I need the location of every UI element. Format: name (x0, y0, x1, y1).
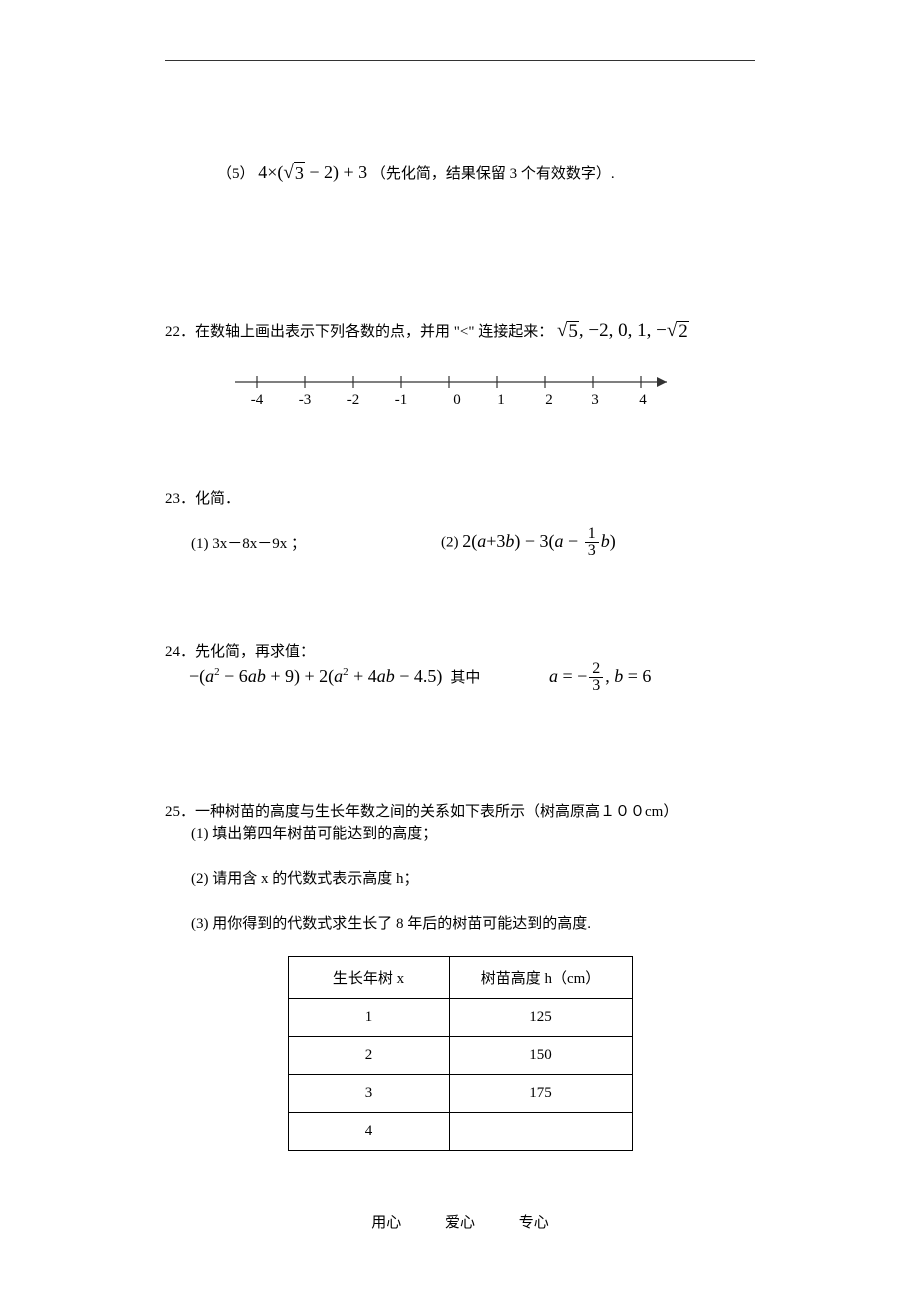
page: （5） 4×(3 − 2) + 3 （先化简，结果保留 3 个有效数字）. 22… (0, 0, 920, 1262)
table-row: 2 150 (288, 1037, 632, 1075)
tick-label: -4 (249, 392, 265, 409)
page-footer: 用心 爱心 专心 (165, 1211, 755, 1232)
question-23: 23．化简． (1) 3x－8x－9x ； (2) 2(a+3b) − 3(a … (165, 487, 755, 559)
tick-label: 0 (449, 392, 465, 409)
q24-heading: 24．先化简，再求值： (165, 640, 755, 661)
q23-label: 23． (165, 491, 195, 507)
q21p5-note: （先化简，结果保留 3 个有效数字）. (371, 166, 615, 182)
q24-expr: −(a2 − 6ab + 9) + 2(a2 + 4ab − 4.5) (189, 666, 442, 686)
table-cell: 2 (288, 1037, 449, 1075)
q25-intro: 一种树苗的高度与生长年数之间的关系如下表所示（树高原高１００cm） (195, 804, 678, 820)
tick-label: -1 (393, 392, 409, 409)
spacer (165, 585, 755, 640)
q25-part1: (1) 填出第四年树苗可能达到的高度； (165, 821, 755, 848)
table-row: 4 (288, 1113, 632, 1151)
q25-part3: (3) 用你得到的代数式求生长了 8 年后的树苗可能达到的高度. (165, 911, 755, 938)
q24-title: 先化简，再求值： (195, 644, 315, 660)
q22-line: 22．在数轴上画出表示下列各数的点，并用 "<" 连接起来： 5, −2, 0,… (165, 320, 755, 342)
q22-text: 在数轴上画出表示下列各数的点，并用 "<" 连接起来： (195, 324, 553, 340)
q23-b-label: (2) (441, 535, 459, 551)
q23-part1: (1) 3x－8x－9x ； (191, 532, 441, 553)
q25-table: 生长年树 x 树苗高度 h（cm） 1 125 2 150 3 175 4 (288, 956, 633, 1151)
tick-label: 4 (635, 392, 651, 409)
table-cell: 3 (288, 1075, 449, 1113)
q21p5-expression: 4×(3 − 2) + 3 (258, 162, 367, 182)
q24-expression-line: −(a2 − 6ab + 9) + 2(a2 + 4ab − 4.5) 其中 a … (165, 661, 755, 694)
tick-label: -2 (345, 392, 361, 409)
footer-word: 用心 (371, 1215, 401, 1231)
question-24: 24．先化简，再求值： −(a2 − 6ab + 9) + 2(a2 + 4ab… (165, 640, 755, 694)
footer-word: 专心 (519, 1215, 549, 1231)
q25-part2: (2) 请用含 x 的代数式表示高度 h； (165, 866, 755, 893)
question-22: 22．在数轴上画出表示下列各数的点，并用 "<" 连接起来： 5, −2, 0,… (165, 320, 755, 412)
spacer (165, 775, 755, 800)
q24-condition: a = −23, b = 6 (549, 666, 651, 686)
q23-a-label: (1) (191, 536, 209, 552)
q21p5-prefix: （5） (217, 166, 255, 182)
q24-where: 其中 (450, 670, 480, 686)
table-row: 1 125 (288, 999, 632, 1037)
spacer (165, 720, 755, 775)
q21p5-line: （5） 4×(3 − 2) + 3 （先化简，结果保留 3 个有效数字）. (165, 161, 755, 184)
q23-parts-row: (1) 3x－8x－9x ； (2) 2(a+3b) − 3(a − 13b) (165, 526, 755, 559)
spacer (165, 210, 755, 320)
q22-label: 22． (165, 324, 195, 340)
q23-a-expr: 3x－8x－9x ； (212, 536, 306, 552)
number-line: -4 -3 -2 -1 0 1 2 3 4 (225, 370, 695, 412)
table-cell: 125 (449, 999, 632, 1037)
table-row-header: 生长年树 x 树苗高度 h（cm） (288, 957, 632, 999)
table-cell: 150 (449, 1037, 632, 1075)
question-25: 25．一种树苗的高度与生长年数之间的关系如下表所示（树高原高１００cm） (1)… (165, 800, 755, 1151)
q23-b-expr: 2(a+3b) − 3(a − 13b) (462, 531, 615, 551)
tick-label: 2 (541, 392, 557, 409)
q23-title: 化简． (195, 491, 240, 507)
question-21-part5: （5） 4×(3 − 2) + 3 （先化简，结果保留 3 个有效数字）. (165, 161, 755, 184)
q23-heading: 23．化简． (165, 487, 755, 508)
footer-word: 爱心 (445, 1215, 475, 1231)
table-header-cell: 树苗高度 h（cm） (449, 957, 632, 999)
table-cell: 4 (288, 1113, 449, 1151)
q24-label: 24． (165, 644, 195, 660)
tick-label: 3 (587, 392, 603, 409)
table-header-cell: 生长年树 x (288, 957, 449, 999)
q25-label: 25． (165, 804, 195, 820)
q23-part2: (2) 2(a+3b) − 3(a − 13b) (441, 526, 616, 559)
table-row: 3 175 (288, 1075, 632, 1113)
tick-label: -3 (297, 392, 313, 409)
tick-label: 1 (493, 392, 509, 409)
top-horizontal-rule (165, 60, 755, 61)
q25-heading: 25．一种树苗的高度与生长年数之间的关系如下表所示（树高原高１００cm） (165, 800, 755, 821)
table-cell: 175 (449, 1075, 632, 1113)
table-cell: 1 (288, 999, 449, 1037)
table-cell (449, 1113, 632, 1151)
q22-values: 5, −2, 0, 1, −2 (557, 320, 689, 341)
